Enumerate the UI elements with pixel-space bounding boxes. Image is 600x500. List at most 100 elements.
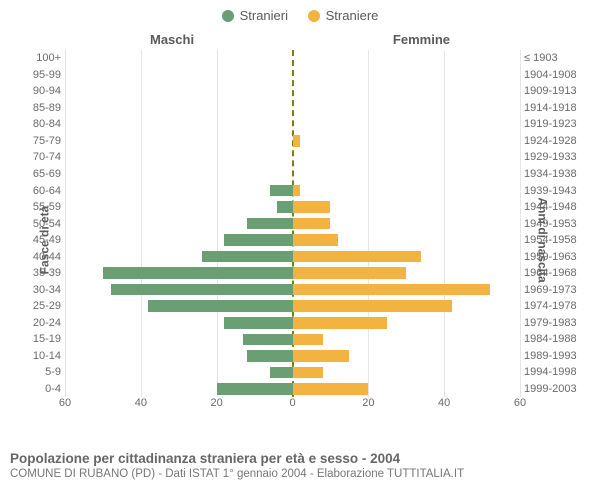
x-tick-label: 60 <box>59 397 71 409</box>
age-label: 70-74 <box>33 151 61 163</box>
bar-cell-female <box>293 83 521 100</box>
pyramid-row: 100+≤ 1903 <box>65 50 520 67</box>
x-tick-label: 20 <box>211 397 223 409</box>
age-label: 60-64 <box>33 185 61 197</box>
birth-year-label: 1909-1913 <box>524 85 577 97</box>
bar-cell-female <box>293 364 521 381</box>
bar-female <box>293 284 490 296</box>
bar-male <box>277 201 292 213</box>
bar-female <box>293 218 331 230</box>
bar-cell-male <box>65 83 293 100</box>
column-heading-male: Maschi <box>150 32 194 47</box>
bar-female <box>293 267 407 279</box>
bar-male <box>217 383 293 395</box>
pyramid-row: 25-291974-1978 <box>65 298 520 315</box>
bar-cell-female <box>293 265 521 282</box>
birth-year-label: 1949-1953 <box>524 218 577 230</box>
pyramid-row: 40-441959-1963 <box>65 248 520 265</box>
pyramid-row: 55-591944-1948 <box>65 199 520 216</box>
bar-cell-female <box>293 232 521 249</box>
bar-cell-female <box>293 100 521 117</box>
bar-cell-male <box>65 100 293 117</box>
bar-cell-female <box>293 315 521 332</box>
bar-cell-male <box>65 348 293 365</box>
birth-year-label: 1944-1948 <box>524 201 577 213</box>
x-axis: 6040200204060 <box>65 397 520 415</box>
swatch-female <box>308 10 320 22</box>
bar-cell-male <box>65 298 293 315</box>
swatch-male <box>222 10 234 22</box>
x-tick-label: 40 <box>135 397 147 409</box>
bar-cell-female <box>293 381 521 398</box>
bar-cell-female <box>293 116 521 133</box>
bar-female <box>293 251 422 263</box>
pyramid-row: 30-341969-1973 <box>65 281 520 298</box>
bar-cell-male <box>65 364 293 381</box>
pyramid-row: 50-541949-1953 <box>65 215 520 232</box>
rows-container: 100+≤ 190395-991904-190890-941909-191385… <box>65 50 520 397</box>
birth-year-label: 1964-1968 <box>524 267 577 279</box>
bar-male <box>224 317 292 329</box>
x-tick-label: 20 <box>362 397 374 409</box>
bar-cell-female <box>293 182 521 199</box>
bar-cell-male <box>65 133 293 150</box>
pyramid-row: 45-491954-1958 <box>65 232 520 249</box>
bar-female <box>293 367 323 379</box>
bar-female <box>293 201 331 213</box>
birth-year-label: 1959-1963 <box>524 251 577 263</box>
bar-female <box>293 185 301 197</box>
bar-cell-male <box>65 331 293 348</box>
bar-cell-female <box>293 331 521 348</box>
pyramid-row: 75-791924-1928 <box>65 133 520 150</box>
x-tick-label: 40 <box>438 397 450 409</box>
column-heading-female: Femmine <box>393 32 450 47</box>
age-label: 95-99 <box>33 69 61 81</box>
bar-cell-male <box>65 199 293 216</box>
plot-area: Fasce di età Anni di nascita 100+≤ 19039… <box>65 50 520 415</box>
pyramid-row: 35-391964-1968 <box>65 265 520 282</box>
bar-cell-female <box>293 166 521 183</box>
bar-cell-male <box>65 182 293 199</box>
bar-cell-male <box>65 116 293 133</box>
age-label: 40-44 <box>33 251 61 263</box>
bar-cell-male <box>65 166 293 183</box>
bar-cell-male <box>65 315 293 332</box>
age-label: 45-49 <box>33 234 61 246</box>
bar-cell-female <box>293 281 521 298</box>
bar-cell-female <box>293 50 521 67</box>
birth-year-label: 1984-1988 <box>524 333 577 345</box>
chart-title: Popolazione per cittadinanza straniera p… <box>10 451 590 466</box>
age-label: 75-79 <box>33 135 61 147</box>
bar-female <box>293 350 350 362</box>
birth-year-label: 1999-2003 <box>524 383 577 395</box>
birth-year-label: 1954-1958 <box>524 234 577 246</box>
pyramid-row: 65-691934-1938 <box>65 166 520 183</box>
age-label: 20-24 <box>33 317 61 329</box>
bar-male <box>243 334 292 346</box>
pyramid-row: 15-191984-1988 <box>65 331 520 348</box>
age-label: 5-9 <box>45 366 61 378</box>
bar-male <box>270 185 293 197</box>
bar-male <box>247 350 293 362</box>
x-tick-label: 60 <box>514 397 526 409</box>
gridline <box>520 50 521 397</box>
bar-cell-male <box>65 149 293 166</box>
age-label: 10-14 <box>33 350 61 362</box>
pyramid-row: 70-741929-1933 <box>65 149 520 166</box>
birth-year-label: 1914-1918 <box>524 102 577 114</box>
bar-cell-male <box>65 215 293 232</box>
pyramid-row: 20-241979-1983 <box>65 315 520 332</box>
bar-cell-male <box>65 232 293 249</box>
birth-year-label: 1989-1993 <box>524 350 577 362</box>
bar-cell-male <box>65 50 293 67</box>
bar-female <box>293 317 388 329</box>
birth-year-label: 1939-1943 <box>524 185 577 197</box>
bar-male <box>111 284 293 296</box>
age-label: 55-59 <box>33 201 61 213</box>
bar-male <box>270 367 293 379</box>
bar-male <box>148 300 292 312</box>
bar-female <box>293 334 323 346</box>
pyramid-row: 90-941909-1913 <box>65 83 520 100</box>
bar-female <box>293 300 452 312</box>
chart-subtitle: COMUNE DI RUBANO (PD) - Dati ISTAT 1° ge… <box>10 468 590 480</box>
